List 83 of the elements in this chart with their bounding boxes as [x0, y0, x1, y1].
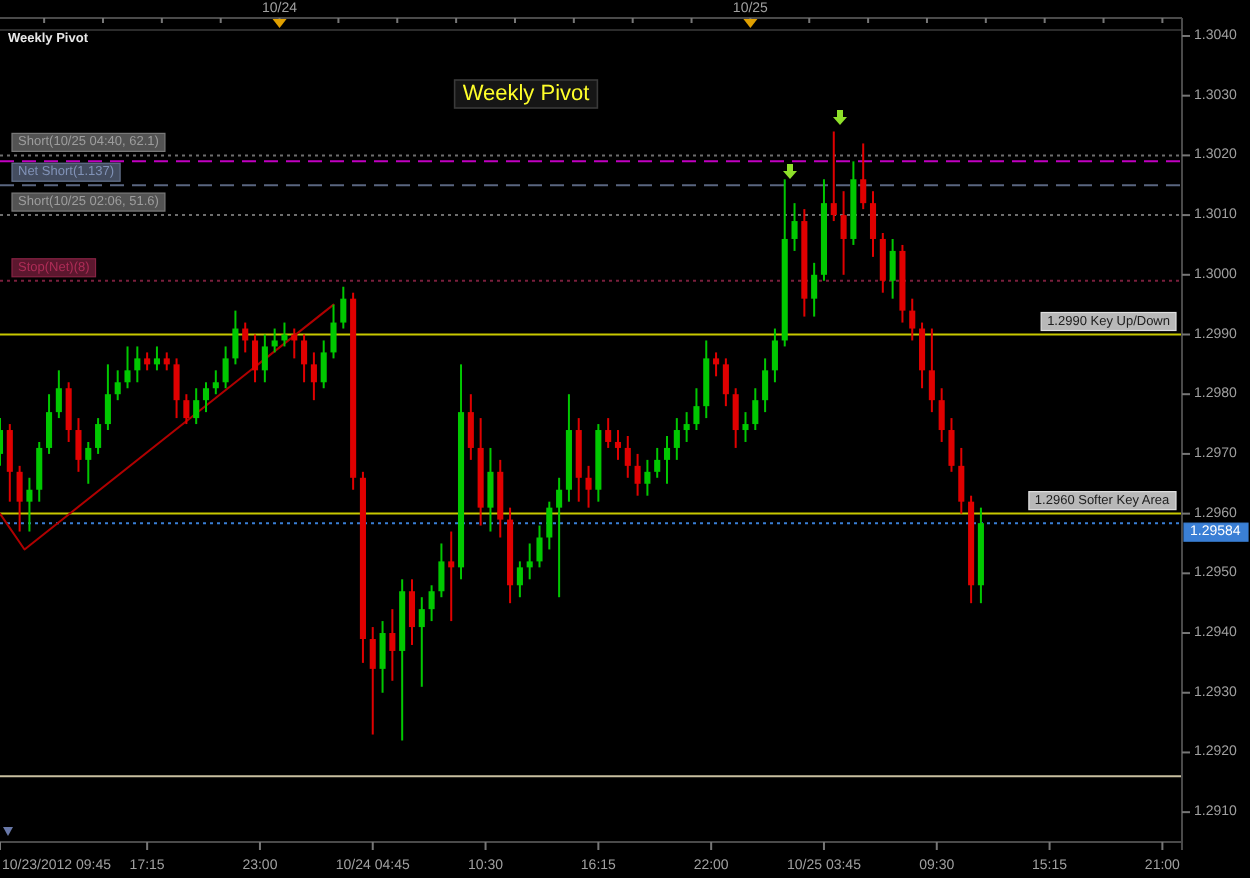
candlestick — [124, 345, 131, 390]
candlestick — [585, 464, 592, 509]
candlestick — [212, 369, 219, 396]
candlestick — [536, 524, 543, 569]
candlestick — [340, 285, 347, 330]
candlestick — [183, 393, 190, 426]
candlestick — [75, 417, 82, 473]
candlestick — [526, 542, 533, 581]
candlestick — [693, 387, 700, 432]
candlestick — [16, 464, 23, 533]
candlestick — [252, 333, 259, 384]
candlestick — [938, 387, 945, 443]
candlestick — [732, 387, 739, 449]
candlestick — [654, 446, 661, 479]
candlestick — [438, 542, 445, 599]
candlestick — [320, 339, 327, 390]
candlestick — [958, 446, 965, 515]
candlestick — [114, 369, 121, 402]
candlestick — [330, 303, 337, 360]
candlestick — [673, 417, 680, 461]
candlestick — [26, 476, 33, 533]
candlestick — [261, 333, 268, 384]
candlestick — [281, 321, 288, 348]
candlestick — [487, 446, 494, 533]
candlestick — [173, 357, 180, 420]
candlestick — [605, 417, 612, 449]
candlestick — [840, 190, 847, 276]
candlestick — [55, 369, 62, 420]
candlestick — [153, 345, 160, 372]
candlestick — [752, 387, 759, 432]
candlestick — [830, 130, 837, 223]
candlestick — [663, 435, 671, 485]
candlestick — [575, 417, 582, 503]
candlestick — [614, 429, 622, 461]
candlestick — [869, 190, 877, 258]
candlestick — [644, 458, 651, 497]
candlestick — [909, 297, 916, 342]
candlestick — [703, 339, 710, 420]
candlestick — [948, 417, 955, 473]
candlestick — [242, 321, 249, 354]
annotation: Weekly Pivot — [462, 82, 590, 106]
candlestick — [516, 560, 523, 599]
candlestick — [85, 440, 92, 485]
candlestick — [722, 357, 729, 408]
candlestick — [811, 261, 818, 318]
candlestick — [222, 345, 229, 390]
candlestick — [95, 417, 102, 455]
candlestick — [202, 381, 210, 414]
candlestick — [448, 530, 455, 623]
candlestick — [6, 423, 13, 503]
candlestick — [624, 435, 631, 479]
candlestick — [193, 387, 200, 426]
candlestick — [860, 142, 867, 211]
candlestick — [546, 500, 553, 551]
candlestick — [928, 327, 935, 414]
candlestick — [467, 393, 474, 461]
candlestick — [418, 596, 425, 688]
candlestick — [428, 584, 435, 623]
candlestick — [497, 458, 504, 539]
candlestick — [389, 608, 396, 682]
candlestick — [310, 351, 317, 402]
candlestick — [889, 237, 896, 300]
candlestick — [65, 381, 72, 443]
candlestick — [36, 440, 43, 503]
candlestick — [762, 357, 769, 414]
candlestick — [683, 411, 690, 443]
candlestick — [556, 476, 563, 599]
candlestick — [771, 327, 778, 384]
candlestick — [791, 202, 798, 252]
candlestick — [104, 363, 111, 432]
candlestick — [369, 626, 376, 736]
candlestick — [713, 351, 720, 378]
candlestick — [301, 333, 308, 384]
candlestick — [379, 620, 386, 694]
candlestick — [879, 232, 886, 294]
candlestick — [46, 393, 53, 455]
candlestick — [919, 321, 926, 390]
candlestick — [634, 452, 641, 497]
candlestick — [134, 345, 141, 384]
candlestick — [408, 578, 416, 646]
candlestick — [742, 411, 749, 443]
candlestick — [232, 309, 239, 366]
candlestick — [271, 327, 278, 354]
